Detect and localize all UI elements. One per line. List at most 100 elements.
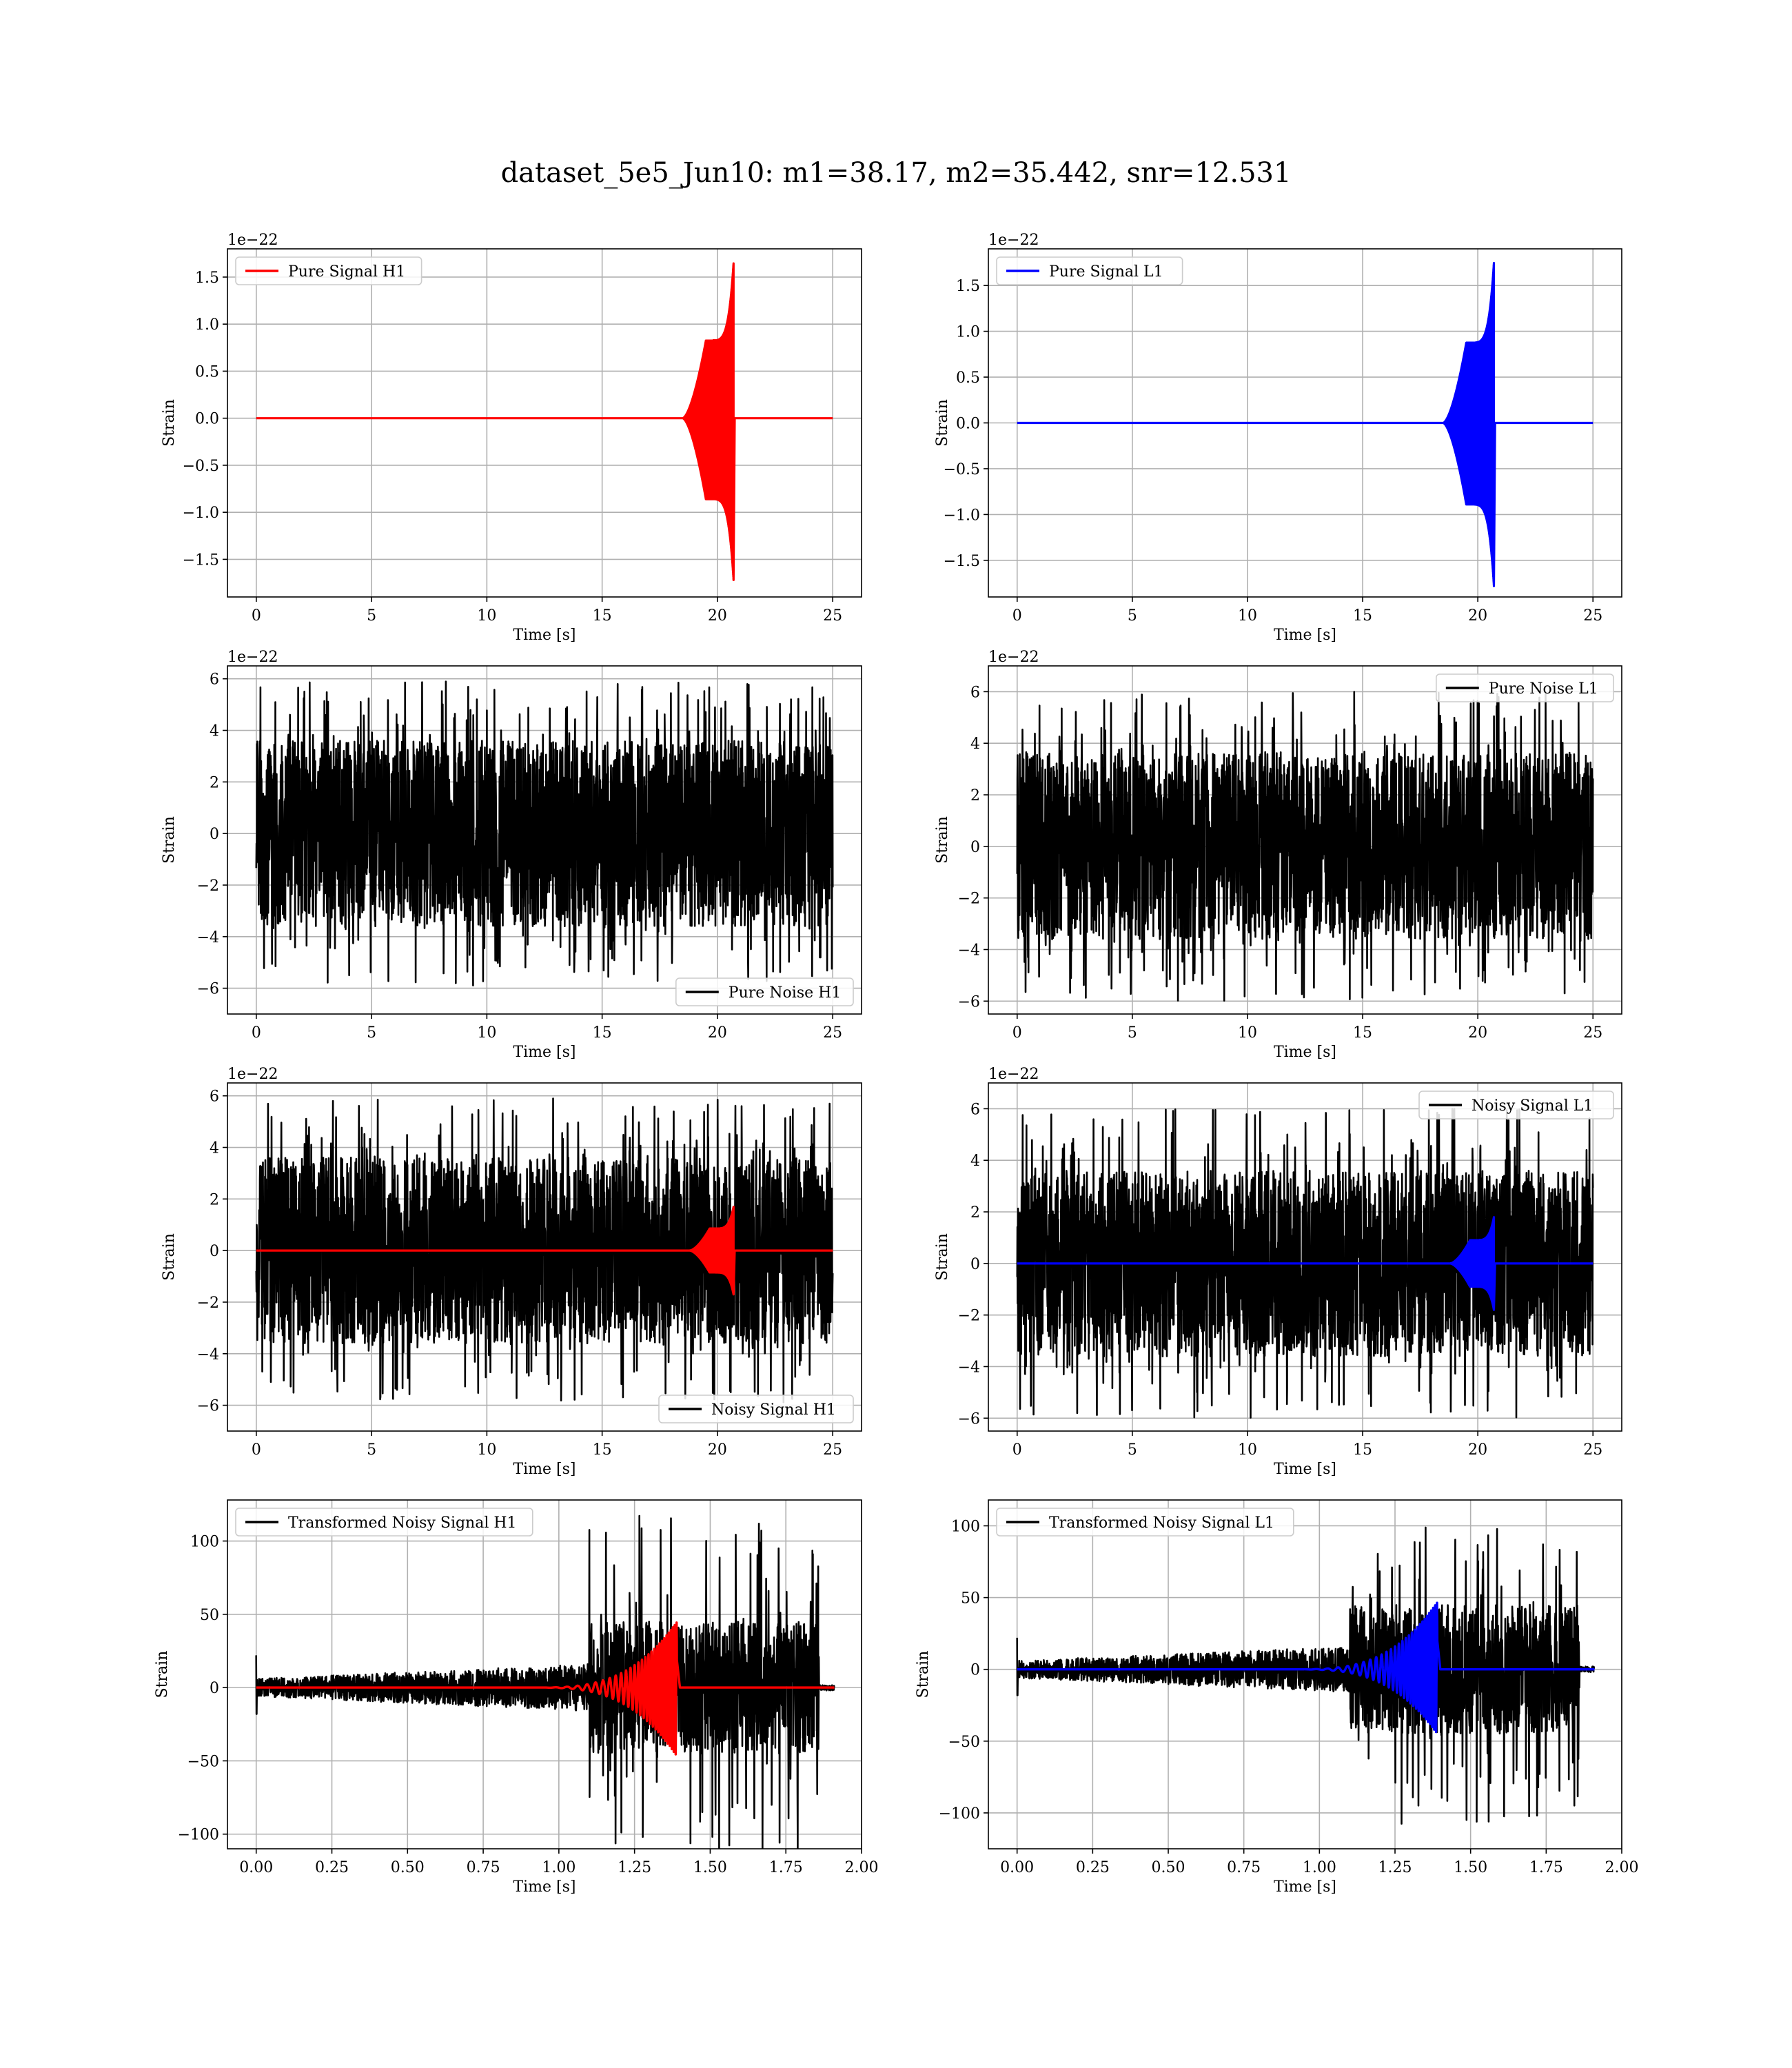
series-line-pure-signal-l1 — [1017, 262, 1594, 587]
x-tick-label: 25 — [823, 607, 842, 625]
legend-label: Pure Signal H1 — [288, 263, 405, 281]
y-tick-label: 1.0 — [195, 316, 219, 334]
y-axis-label: Strain — [161, 399, 178, 447]
axes-frame — [227, 1082, 862, 1432]
legend-label: Transformed Noisy Signal H1 — [288, 1514, 517, 1532]
y-tick-label: 0.0 — [195, 411, 219, 428]
x-tick-label: 5 — [367, 607, 376, 625]
y-tick-label: 4 — [210, 1140, 219, 1157]
y-tick-label: −4 — [197, 929, 219, 946]
axes-frame — [227, 1499, 862, 1849]
transformed-noisy-signal-h1-panel: 0.00 0.25 0.50 0.75 1.00 1.25 1.50 1.75 2.00 100 5… — [154, 1499, 879, 1896]
pure-signal-h1-plot-area — [256, 262, 833, 581]
x-tick-label: 25 — [1583, 607, 1602, 625]
x-tick-label: 5 — [1128, 607, 1137, 625]
series-line-transformed-noisy-signal-l1 — [1016, 1526, 1596, 1825]
y-tick-label: 4 — [970, 736, 980, 753]
y-tick-label: 4 — [210, 723, 219, 740]
y-tick-label: −1.5 — [944, 553, 980, 570]
y-axis-label: Strain — [934, 1233, 951, 1281]
legend-label: Pure Noise L1 — [1489, 680, 1598, 698]
x-tick-label: 5 — [1128, 1441, 1137, 1459]
y-tick-label: −100 — [178, 1827, 219, 1844]
x-tick-label: 15 — [1353, 1024, 1372, 1042]
series-line-pure-signal-h1 — [256, 262, 833, 581]
x-tick-label: 15 — [1353, 607, 1372, 625]
axes-frame — [227, 248, 862, 598]
transformed-noisy-signal-h1-plot-area — [255, 1514, 835, 1849]
x-tick-label: 10 — [1238, 1024, 1257, 1042]
series-line-transformed-noisy-signal-h1 — [255, 1514, 835, 1849]
legend: Pure Signal H1 — [235, 256, 422, 285]
y-tick-label: 0 — [970, 1256, 980, 1273]
legend-box — [1418, 1091, 1614, 1119]
legend-box — [658, 1395, 854, 1423]
x-tick-label: 1.25 — [1378, 1859, 1412, 1876]
series-line-transformed-noisy-signal-l1-overlay — [1017, 1601, 1595, 1734]
y-tick-label: 1.5 — [195, 270, 219, 287]
x-tick-label: 0.00 — [1000, 1859, 1034, 1876]
x-tick-label: 2.00 — [845, 1859, 879, 1876]
offset-text: 1e−22 — [988, 232, 1039, 249]
x-axis-label: Time [s] — [1274, 1878, 1336, 1896]
legend: Noisy Signal H1 — [658, 1395, 854, 1423]
y-tick-label: −2 — [197, 1295, 219, 1312]
y-tick-label: 0 — [210, 1680, 219, 1697]
y-tick-label: −2 — [958, 891, 980, 908]
transformed-noisy-signal-l1-plot-area — [1016, 1526, 1596, 1825]
figure-title: dataset_5e5_Jun10: m1=38.17, m2=35.442, … — [500, 157, 1292, 189]
legend-label: Noisy Signal H1 — [711, 1401, 836, 1419]
y-axis-label: Strain — [934, 816, 951, 864]
series-line-noisy-signal-l1 — [1016, 1108, 1594, 1419]
x-tick-label: 20 — [1468, 1441, 1487, 1459]
x-tick-label: 0.25 — [1076, 1859, 1110, 1876]
legend-box — [235, 256, 422, 285]
legend-label: Transformed Noisy Signal L1 — [1049, 1514, 1274, 1532]
y-tick-label: −50 — [948, 1734, 980, 1751]
x-tick-label: 0.75 — [1227, 1859, 1261, 1876]
x-tick-label: 1.75 — [769, 1859, 803, 1876]
x-tick-label: 0 — [1012, 1441, 1022, 1459]
x-tick-label: 1.50 — [693, 1859, 727, 1876]
y-tick-label: 6 — [210, 671, 219, 689]
y-tick-label: −4 — [197, 1346, 219, 1364]
x-axis-label: Time [s] — [513, 1878, 576, 1896]
x-tick-label: 20 — [708, 1024, 727, 1042]
pure-signal-h1-panel: 0 5 10 15 20 25 1.5 1.0 0.5 0.0 −0.5 −1.0 −1.5 Time [… — [161, 232, 862, 644]
offset-text: 1e−22 — [227, 232, 278, 249]
x-tick-label: 1.75 — [1529, 1859, 1563, 1876]
y-tick-label: 2 — [970, 1204, 980, 1221]
y-tick-label: 1.5 — [956, 278, 980, 295]
y-tick-label: 1.0 — [956, 324, 980, 341]
legend-label: Pure Noise H1 — [729, 984, 842, 1002]
y-tick-label: 0 — [210, 1243, 219, 1260]
y-tick-label: 0.0 — [956, 416, 980, 433]
axes-frame — [227, 665, 862, 1015]
axes-frame — [988, 1499, 1622, 1849]
y-tick-label: −6 — [958, 993, 980, 1011]
y-tick-label: −2 — [958, 1308, 980, 1325]
y-tick-label: 100 — [951, 1518, 980, 1535]
x-axis-label: Time [s] — [513, 627, 576, 644]
offset-text: 1e−22 — [988, 649, 1039, 666]
pure-signal-l1-plot-area — [1017, 262, 1594, 587]
y-tick-label: −0.5 — [944, 461, 980, 478]
x-tick-label: 1.25 — [618, 1859, 651, 1876]
y-tick-label: −1.5 — [183, 551, 219, 569]
legend-label: Noisy Signal L1 — [1472, 1097, 1593, 1115]
x-tick-label: 1.00 — [542, 1859, 576, 1876]
x-tick-label: 15 — [593, 607, 612, 625]
legend-box — [675, 977, 854, 1006]
legend-label: Pure Signal L1 — [1049, 263, 1163, 281]
y-tick-label: 6 — [970, 684, 980, 701]
y-axis-label: Strain — [915, 1651, 932, 1699]
x-tick-label: 0.25 — [315, 1859, 349, 1876]
y-tick-label: −6 — [197, 1398, 219, 1415]
y-tick-label: −2 — [197, 878, 219, 895]
offset-text: 1e−22 — [988, 1066, 1039, 1083]
x-tick-label: 0 — [252, 1441, 261, 1459]
